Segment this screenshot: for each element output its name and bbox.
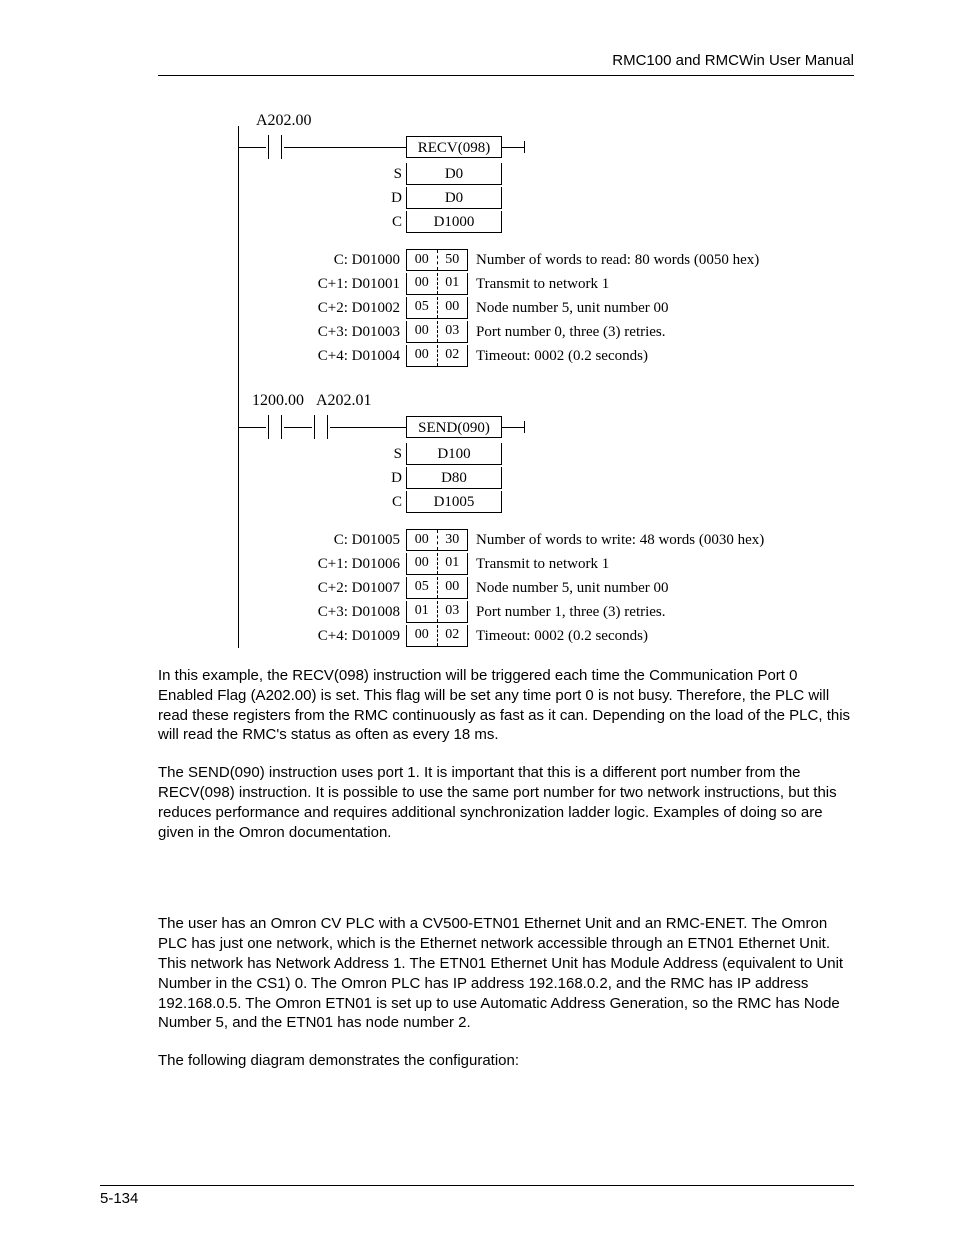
ctrl-desc: Transmit to network 1 [468,556,609,573]
ctrl-addr: C+2: D01002 [298,300,406,317]
ctrl-addr: C: D01005 [298,532,406,549]
ctrl-addr: C+4: D01004 [298,348,406,365]
function-block: SEND(090) [406,416,502,438]
body-paragraph: In this example, the RECV(098) instructi… [158,666,854,745]
table-row: C+4: D010040002Timeout: 0002 (0.2 second… [298,344,854,368]
rung-2: 1200.00 A202.01 SEND(090) SD100 DD80 CD1… [238,392,854,648]
ctrl-desc: Number of words to read: 80 words (0050 … [468,252,759,269]
param-val: D80 [406,467,502,489]
ctrl-addr: C+3: D01003 [298,324,406,341]
wire [524,421,525,433]
body-paragraph: The user has an Omron CV PLC with a CV50… [158,914,854,1033]
wire [284,147,406,148]
function-block: RECV(098) [406,136,502,158]
wire [502,427,524,428]
table-row: C+3: D010080103Port number 1, three (3) … [298,600,854,624]
ctrl-desc: Port number 0, three (3) retries. [468,324,666,341]
ctrl-addr: C+3: D01008 [298,604,406,621]
ctrl-addr: C+1: D01001 [298,276,406,293]
header-title: RMC100 and RMCWin User Manual [612,52,854,69]
param-val: D1000 [406,211,502,233]
table-row: C: D010000050Number of words to read: 80… [298,248,854,272]
page-footer: 5-134 [100,1185,854,1207]
ctrl-addr: C+4: D01009 [298,628,406,645]
ctrl-desc: Transmit to network 1 [468,276,609,293]
table-row: C: D010050030Number of words to write: 4… [298,528,854,552]
function-params: SD0 DD0 CD1000 [386,162,854,234]
ctrl-bytes: 0030 [406,529,468,551]
ctrl-addr: C+2: D01007 [298,580,406,597]
page-number: 5-134 [100,1190,138,1207]
param-key: C [386,494,402,511]
table-row: C+2: D010020500Node number 5, unit numbe… [298,296,854,320]
ctrl-desc: Timeout: 0002 (0.2 seconds) [468,628,648,645]
contact-no [266,135,284,159]
ctrl-desc: Port number 1, three (3) retries. [468,604,666,621]
param-key: D [386,470,402,487]
rung-1: A202.00 RECV(098) SD0 DD0 CD1000 C: D010… [238,112,854,368]
table-row: C+2: D010070500Node number 5, unit numbe… [298,576,854,600]
ctrl-desc: Timeout: 0002 (0.2 seconds) [468,348,648,365]
contact-no [266,415,284,439]
contact-label: A202.01 [316,392,372,410]
contact-label: 1200.00 [252,392,304,410]
param-key: C [386,214,402,231]
wire [238,147,266,148]
param-key: D [386,190,402,207]
page: RMC100 and RMCWin User Manual A202.00 RE… [0,0,954,1235]
ctrl-bytes: 0500 [406,577,468,599]
contact-label: A202.00 [256,112,312,130]
param-key: S [386,446,402,463]
ctrl-bytes: 0002 [406,625,468,647]
wire [502,147,524,148]
param-val: D0 [406,187,502,209]
control-words-table: C: D010050030Number of words to write: 4… [298,528,854,648]
ladder-diagram: A202.00 RECV(098) SD0 DD0 CD1000 C: D010… [238,112,854,648]
wire [524,141,525,153]
wire [284,427,312,428]
ctrl-desc: Node number 5, unit number 00 [468,300,668,317]
ctrl-desc: Number of words to write: 48 words (0030… [468,532,764,549]
contact-no [312,415,330,439]
ctrl-bytes: 0103 [406,601,468,623]
param-val: D100 [406,443,502,465]
param-key: S [386,166,402,183]
ctrl-bytes: 0050 [406,249,468,271]
ctrl-bytes: 0003 [406,321,468,343]
body-paragraph: The SEND(090) instruction uses port 1. I… [158,763,854,842]
body-paragraph: The following diagram demonstrates the c… [158,1051,854,1071]
ctrl-desc: Node number 5, unit number 00 [468,580,668,597]
table-row: C+1: D010010001Transmit to network 1 [298,272,854,296]
table-row: C+4: D010090002Timeout: 0002 (0.2 second… [298,624,854,648]
ctrl-bytes: 0001 [406,273,468,295]
ctrl-addr: C+1: D01006 [298,556,406,573]
wire [238,427,266,428]
ctrl-addr: C: D01000 [298,252,406,269]
page-header: RMC100 and RMCWin User Manual [158,52,854,76]
wire [330,427,406,428]
ctrl-bytes: 0001 [406,553,468,575]
function-params: SD100 DD80 CD1005 [386,442,854,514]
table-row: C+3: D010030003Port number 0, three (3) … [298,320,854,344]
ctrl-bytes: 0500 [406,297,468,319]
table-row: C+1: D010060001Transmit to network 1 [298,552,854,576]
ctrl-bytes: 0002 [406,345,468,367]
param-val: D1005 [406,491,502,513]
param-val: D0 [406,163,502,185]
control-words-table: C: D010000050Number of words to read: 80… [298,248,854,368]
